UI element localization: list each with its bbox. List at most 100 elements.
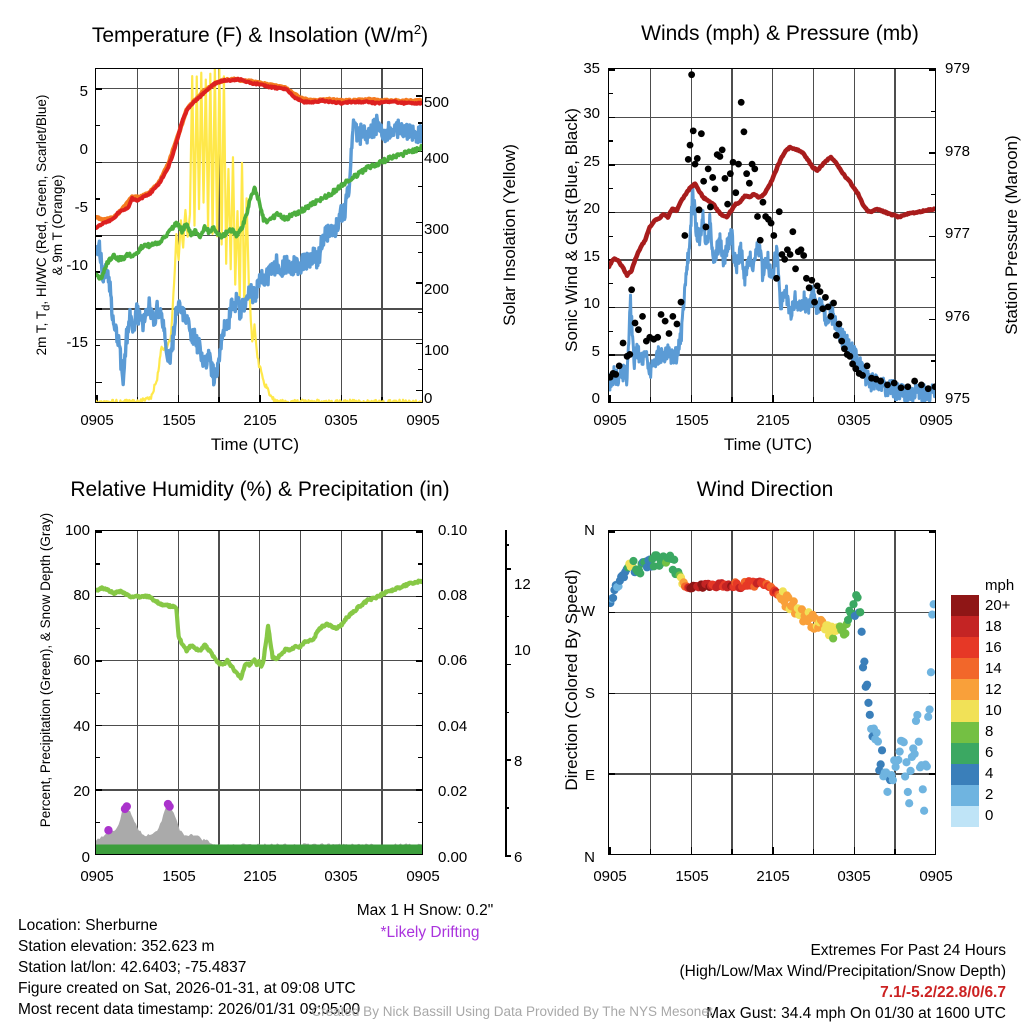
extremes-subtitle: (High/Low/Max Wind/Precipitation/Snow De… bbox=[679, 963, 1007, 980]
gridline-vertical bbox=[177, 531, 179, 854]
humidity-title: Relative Humidity (%) & Precipitation (i… bbox=[70, 478, 450, 501]
series-dot-gust bbox=[729, 158, 737, 166]
winds-y2tick-4: 975 bbox=[945, 390, 971, 407]
ytickmark-major bbox=[416, 531, 422, 533]
ytickmark-minor bbox=[609, 283, 613, 285]
series-dot-gust bbox=[773, 274, 780, 282]
winddir-ylabel: Direction (Colored By Speed) bbox=[562, 569, 581, 791]
ytickmark-major bbox=[416, 342, 422, 345]
series-dot-drifting bbox=[165, 802, 174, 811]
hum-y3tick-0: 12 bbox=[514, 576, 531, 593]
series-dot-gust bbox=[846, 352, 854, 360]
ytickmark-major bbox=[96, 235, 102, 237]
station-location: Location: Sherburne bbox=[18, 917, 158, 934]
series-dot-gust bbox=[827, 312, 835, 320]
colorbar-tick-label: 20+ bbox=[985, 596, 1011, 614]
temperature-title: Temperature (F) & Insolation (W/m2) bbox=[91, 22, 429, 47]
gridline-horizontal bbox=[609, 116, 935, 118]
ytickmark-minor bbox=[418, 821, 422, 823]
station-info: Location: Sherburne Station elevation: 3… bbox=[18, 915, 360, 1020]
wd-ytick-3: E bbox=[584, 767, 595, 784]
ytickmark-major bbox=[416, 789, 422, 791]
winds-y2tick-0: 979 bbox=[945, 60, 971, 77]
winddirection-point bbox=[864, 698, 873, 707]
ytickmark-minor bbox=[418, 368, 422, 370]
hum-y2tick-5: 0.00 bbox=[438, 849, 468, 866]
series-dot-gust bbox=[786, 251, 794, 258]
colorbar-swatch bbox=[951, 616, 979, 638]
ytickmark-major bbox=[609, 854, 615, 855]
winds-xtick-0: 0905 bbox=[593, 412, 627, 429]
winddirection-point bbox=[860, 657, 869, 666]
series-dot-gust bbox=[681, 232, 689, 239]
gridline-horizontal bbox=[609, 692, 935, 694]
series-dot-gust bbox=[707, 203, 714, 211]
xtickmark-major bbox=[772, 395, 774, 402]
winddirection-point bbox=[872, 728, 881, 737]
wd-ytick-1: W bbox=[580, 603, 595, 620]
ytickmark-minor bbox=[96, 344, 100, 347]
xtickmark-major bbox=[935, 847, 936, 854]
ytickmark-minor bbox=[931, 110, 935, 112]
winds-ytick-2: 25 bbox=[583, 153, 600, 170]
winddirection-point bbox=[914, 737, 923, 746]
ytickmark-major bbox=[416, 595, 422, 598]
xtickmark-major bbox=[609, 847, 611, 854]
winddirection-point bbox=[849, 600, 858, 609]
winddirection-point bbox=[829, 634, 838, 643]
wd-xtick-0: 0905 bbox=[593, 868, 627, 885]
series-dot-gust bbox=[775, 208, 783, 216]
colorbar-swatch bbox=[951, 700, 979, 723]
series-2m-temperature bbox=[96, 76, 422, 230]
hum-ytick-4: 20 bbox=[73, 783, 90, 800]
series-dot-gust bbox=[838, 337, 846, 345]
winds-y2tick-3: 976 bbox=[945, 308, 971, 325]
series-dot-gust bbox=[792, 265, 799, 273]
winddirection-point bbox=[922, 762, 931, 771]
ytickmark-major bbox=[609, 354, 615, 357]
xtickmark-major bbox=[259, 395, 261, 402]
winds-title: Winds (mph) & Pressure (mb) bbox=[641, 22, 919, 45]
extremes-title: Extremes For Past 24 Hours bbox=[810, 942, 1006, 959]
colorbar-tick-label: 12 bbox=[985, 680, 1002, 698]
data-timestamp: Most recent data timestamp: 2026/01/31 0… bbox=[18, 1001, 361, 1018]
ytickmark-major bbox=[416, 95, 422, 97]
ytickmark-minor bbox=[418, 563, 422, 565]
winds-ytick-1: 30 bbox=[583, 105, 600, 122]
series-dot-gust bbox=[859, 371, 866, 379]
snow-axis-tick-major bbox=[505, 663, 511, 666]
extremes-values: 7.1/-5.2/22.8/0/6.7 bbox=[880, 984, 1006, 1001]
series-dot-gust bbox=[686, 141, 694, 149]
hum-ytick-1: 80 bbox=[73, 587, 90, 604]
ytickmark-minor bbox=[418, 692, 422, 694]
xtickmark-minor bbox=[894, 849, 896, 854]
temperature-xlabel: Time (UTC) bbox=[210, 435, 300, 454]
gridline-horizontal bbox=[609, 259, 935, 261]
series-dot-gust bbox=[904, 383, 912, 391]
colorbar-tick-label: 14 bbox=[985, 659, 1002, 677]
ytickmark-minor bbox=[418, 757, 422, 759]
ytickmark-major bbox=[416, 389, 422, 392]
temperature-y2label: Solar Insolation (Yellow) bbox=[500, 144, 519, 326]
ytickmark-minor bbox=[609, 140, 613, 142]
winddirection-point bbox=[857, 627, 866, 636]
temp-y2tick-5: 0 bbox=[424, 390, 433, 407]
ytickmark-major bbox=[609, 692, 615, 695]
temp-y2tick-4: 100 bbox=[424, 342, 450, 359]
xtickmark-minor bbox=[812, 397, 815, 402]
winds-y2tick-2: 977 bbox=[945, 225, 971, 242]
ytickmark-major bbox=[929, 692, 935, 695]
series-dot-gust bbox=[832, 332, 840, 339]
series-station-pressure bbox=[609, 144, 935, 279]
series-dot-gust bbox=[631, 319, 639, 327]
series-dot-gust bbox=[830, 299, 837, 307]
temp-xtick-2: 2105 bbox=[243, 412, 277, 429]
series-dot-gust bbox=[890, 379, 898, 387]
colorbar-tick-label: 10 bbox=[985, 702, 1002, 719]
series-dot-gust bbox=[897, 384, 905, 392]
ytickmark-major bbox=[416, 221, 422, 224]
winds-y2label: Station Pressure (Maroon) bbox=[1002, 135, 1021, 335]
hum-ytick-5: 0 bbox=[81, 849, 90, 866]
winddirection-point bbox=[797, 605, 806, 614]
humidity-plot-area bbox=[95, 530, 423, 855]
